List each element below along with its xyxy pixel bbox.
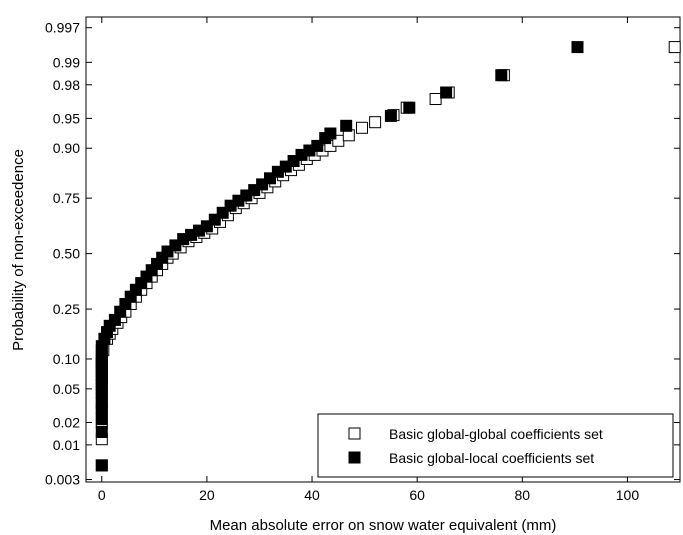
data-point-filled-square [200, 220, 213, 233]
data-point-filled-square [340, 119, 353, 132]
x-tick-label: 60 [409, 487, 425, 503]
legend-label-global-local: Basic global-local coefficients set [389, 450, 594, 466]
data-point-filled-square [324, 127, 337, 140]
data-point-open-square [429, 93, 442, 105]
data-point-filled-square [161, 245, 174, 258]
x-tick-label: 100 [616, 487, 640, 503]
y-tick-label: 0.75 [53, 190, 80, 206]
y-tick-label: 0.01 [53, 437, 80, 453]
y-tick-label: 0.10 [53, 351, 80, 367]
x-tick-label: 80 [515, 487, 531, 503]
x-tick-label: 40 [304, 487, 320, 503]
data-point-filled-square [264, 172, 276, 185]
y-tick-label: 0.99 [53, 54, 80, 70]
data-point-open-square [356, 121, 368, 134]
data-point-filled-square [208, 213, 221, 226]
legend-label-global-global: Basic global-global coefficients set [389, 426, 603, 442]
x-tick-label: 20 [199, 487, 215, 503]
y-tick-label: 0.997 [45, 20, 80, 36]
y-axis-title: Probability of non-exceedence [10, 149, 27, 351]
data-point-filled-square [384, 109, 397, 122]
data-point-filled-square [440, 86, 453, 99]
series-global-local [95, 41, 584, 472]
y-tick-label: 0.003 [45, 472, 80, 488]
y-tick-label: 0.02 [53, 414, 80, 430]
y-tick-label: 0.25 [53, 301, 80, 317]
data-point-open-square [369, 116, 382, 129]
legend-marker-filled-square [348, 451, 361, 464]
y-tick-label: 0.95 [53, 110, 80, 126]
legend: Basic global-global coefficients set Bas… [317, 413, 674, 478]
x-tick-label: 0 [98, 487, 106, 503]
series-global-global [95, 41, 681, 472]
plot-frame [85, 16, 681, 483]
legend-marker-open-square [348, 427, 361, 440]
legend-box [317, 413, 674, 478]
data-point-filled-square [95, 426, 108, 438]
data-point-filled-square [571, 41, 584, 54]
data-point-open-square [668, 41, 681, 54]
x-axis: 0 20 40 60 80 100 [98, 17, 639, 503]
y-axis: 0.003 0.01 0.02 0.05 0.10 0.25 0.50 0.75 0.90 0.9… [45, 20, 680, 488]
y-tick-label: 0.98 [53, 77, 80, 93]
data-point-filled-square [216, 206, 229, 219]
data-point-filled-square [95, 459, 108, 472]
data-point-filled-square [287, 155, 300, 167]
data-point-filled-square [256, 178, 269, 191]
data-point-filled-square [495, 69, 508, 82]
y-tick-label: 0.50 [53, 246, 80, 262]
y-tick-label: 0.05 [53, 381, 80, 397]
data-point-filled-square [403, 101, 416, 114]
data-point-filled-square [311, 139, 324, 152]
x-axis-title: Mean absolute error on snow water equiva… [210, 517, 557, 534]
data-point-filled-square [169, 239, 182, 252]
y-tick-label: 0.90 [53, 140, 80, 156]
